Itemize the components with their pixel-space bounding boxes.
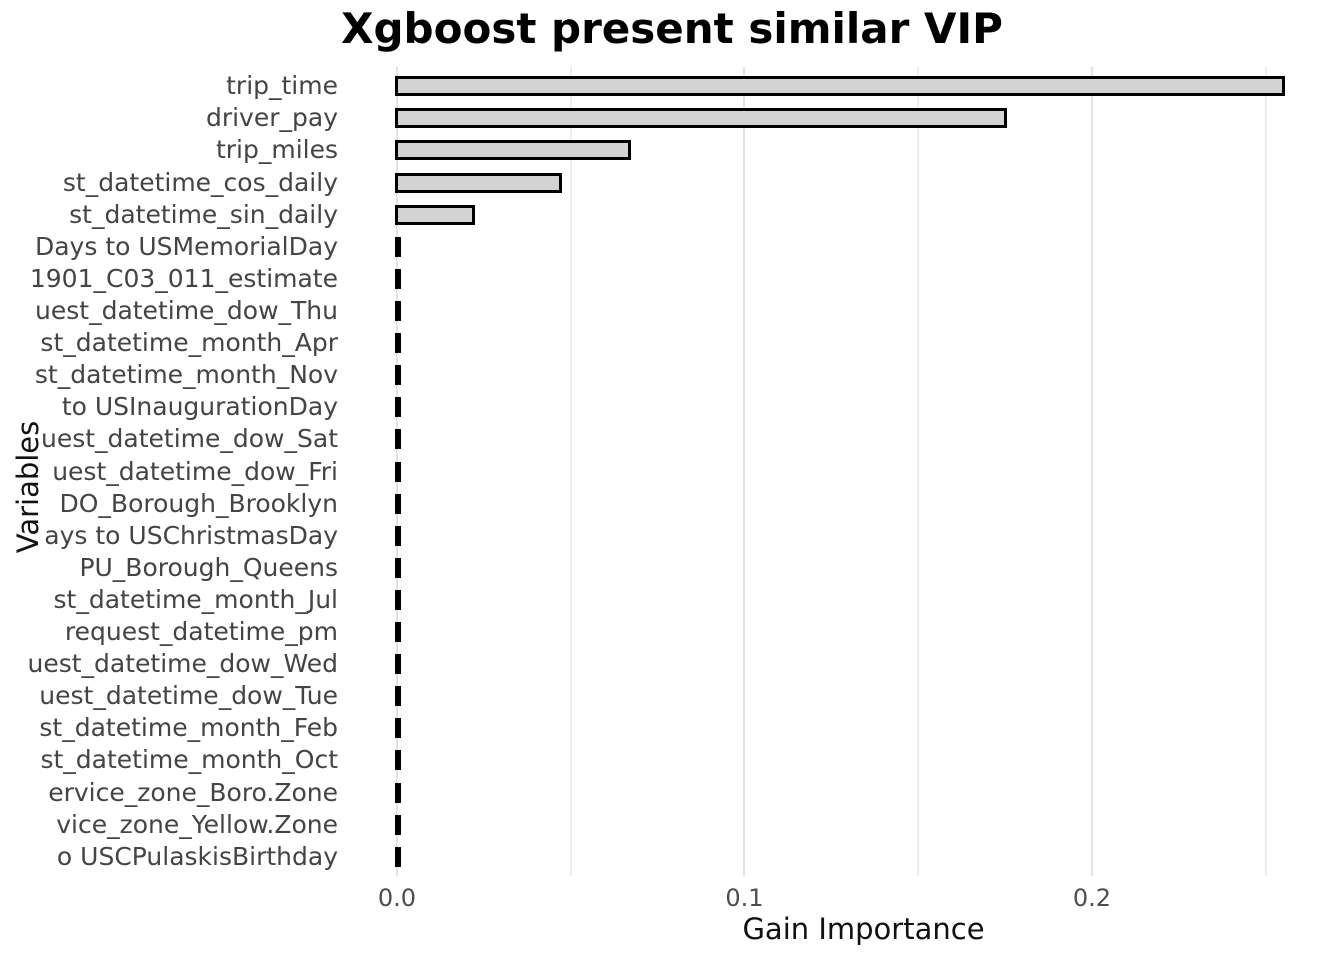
- bar-st-datetime-month-oct: [395, 750, 401, 771]
- bar-uest-datetime-dow-tue: [395, 686, 401, 707]
- bar-st-datetime-month-feb: [395, 718, 401, 739]
- x-axis-title: Gain Importance: [742, 912, 985, 946]
- bar-uest-datetime-dow-fri: [395, 461, 401, 482]
- y-axis-label: Days to USMemorialDay: [34, 231, 338, 261]
- x-axis-tick-label: 0.1: [725, 884, 764, 912]
- bar-driver-pay: [395, 108, 1007, 129]
- y-axis-label: PU_Borough_Queens: [79, 552, 338, 582]
- y-axis-label: to USInaugurationDay: [61, 392, 338, 422]
- y-axis-label: st_datetime_month_Oct: [40, 745, 338, 775]
- bar-uest-datetime-dow-thu: [395, 300, 401, 321]
- bar-st-datetime-sin-daily: [395, 204, 475, 225]
- bar-trip-time: [395, 76, 1285, 97]
- plot-panel: [395, 67, 1330, 876]
- bar-days-to-usmemorialday: [395, 236, 401, 257]
- y-axis-label: st_datetime_month_Apr: [40, 328, 338, 358]
- x-minor-gridline: [569, 67, 572, 876]
- y-axis-label: o USCPulaskisBirthday: [56, 841, 338, 871]
- y-axis-label: vice_zone_Yellow.Zone: [56, 809, 338, 839]
- bar-vice-zone-yellow-zone: [395, 814, 401, 835]
- bar-uest-datetime-dow-wed: [395, 654, 401, 675]
- bar-ervice-zone-boro-zone: [395, 782, 401, 803]
- bar-pu-borough-queens: [395, 557, 401, 578]
- y-axis-label: ays to USChristmasDay: [44, 520, 338, 550]
- x-minor-gridline: [1264, 67, 1267, 876]
- x-minor-gridline: [917, 67, 920, 876]
- y-axis-label: st_datetime_month_Jul: [53, 584, 339, 614]
- y-axis-label: uest_datetime_dow_Wed: [27, 649, 338, 679]
- bar-request-datetime-pm: [395, 622, 401, 643]
- y-axis-label: trip_time: [226, 71, 338, 101]
- y-axis-label: DO_Borough_Brooklyn: [59, 488, 339, 518]
- bar-ays-to-uschristmasday: [395, 525, 401, 546]
- y-axis-label: st_datetime_month_Feb: [39, 713, 338, 743]
- bar-1901-c03-011-estimate: [395, 268, 401, 289]
- bar-st-datetime-cos-daily: [395, 172, 562, 193]
- x-axis-tick-label: 0.2: [1072, 884, 1112, 912]
- y-axis-label: trip_miles: [215, 135, 338, 165]
- bar-st-datetime-month-nov: [395, 365, 401, 386]
- x-axis-tick-label: 0.0: [377, 884, 417, 912]
- y-axis-label: ervice_zone_Boro.Zone: [48, 777, 338, 807]
- y-axis-label: uest_datetime_dow_Tue: [39, 681, 338, 711]
- bar-trip-miles: [395, 140, 632, 161]
- bar-to-usinaugurationday: [395, 397, 401, 418]
- y-axis-label: st_datetime_cos_daily: [62, 167, 338, 197]
- chart-title: Xgboost present similar VIP: [341, 4, 1003, 53]
- bar-uest-datetime-dow-sat: [395, 429, 401, 450]
- x-major-gridline: [743, 67, 746, 876]
- y-axis-label: 1901_C03_011_estimate: [29, 263, 338, 293]
- y-axis-label: uest_datetime_dow_Sat: [40, 424, 338, 454]
- y-axis-label: st_datetime_sin_daily: [69, 199, 338, 229]
- bar-st-datetime-month-apr: [395, 333, 401, 354]
- x-major-gridline: [1090, 67, 1093, 876]
- y-axis-label: uest_datetime_dow_Fri: [52, 456, 338, 486]
- bar-do-borough-brooklyn: [395, 493, 401, 514]
- y-axis-label: driver_pay: [205, 103, 338, 133]
- bar-o-uscpulaskisbirthday: [395, 846, 401, 867]
- y-axis-label: uest_datetime_dow_Thu: [35, 295, 338, 325]
- y-axis-label: request_datetime_pm: [64, 617, 338, 647]
- y-axis-label: st_datetime_month_Nov: [34, 360, 338, 390]
- bar-st-datetime-month-jul: [395, 589, 401, 610]
